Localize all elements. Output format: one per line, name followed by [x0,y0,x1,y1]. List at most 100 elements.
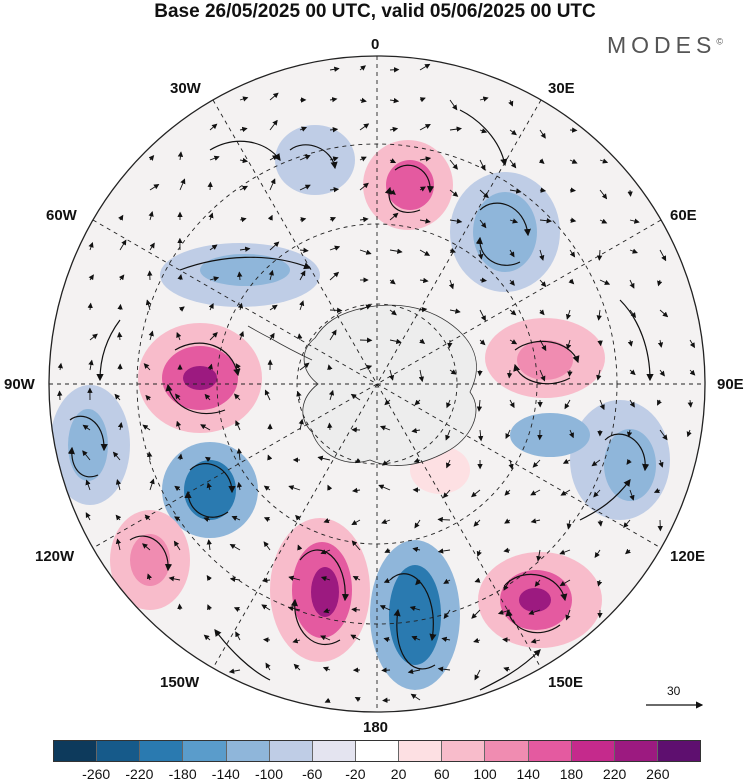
streamline [619,299,654,382]
wind-vector [263,541,271,551]
wind-vector [112,451,121,461]
wind-vector [474,669,481,681]
wind-vector [503,579,511,591]
wind-vector [411,635,421,641]
wind-vector [297,333,303,341]
wind-vector [175,393,181,401]
wind-vector [384,399,391,406]
wind-vector [288,575,301,581]
streamline [384,186,421,213]
wind-vector [269,92,279,101]
colorbar-tick-label: 180 [559,766,584,782]
wind-vector [206,482,212,491]
wind-vector [479,219,487,229]
wind-vector [411,427,421,434]
wind-vector [329,245,341,251]
wind-vector [265,662,271,671]
streamline [514,340,580,364]
colorbar-swatch [225,741,269,761]
wind-vector [599,279,611,285]
label-60w: 60W [46,207,77,224]
wind-vector [268,269,274,281]
wind-vector [657,399,662,406]
colorbar-tick-label: -260 [82,766,111,782]
wind-vector [599,218,608,224]
wind-vector [569,429,574,439]
wind-vector [320,635,331,641]
wind-vector [445,429,451,441]
wind-vector [414,519,421,529]
wind-vector [419,97,426,103]
field-anomalies [50,125,670,690]
wind-vector [143,363,151,371]
wind-vector [206,539,212,551]
streamline [96,319,121,382]
label-30e: 30E [548,80,575,97]
wind-vector [389,158,397,164]
wind-vector [209,123,218,131]
wind-vector [293,663,301,671]
wind-vector [471,609,481,619]
wind-vector [145,394,152,401]
wind-vector [626,458,632,465]
wind-vector [437,548,451,554]
wind-vector [409,605,421,612]
streamline [393,608,436,670]
anomaly-blob [183,366,217,390]
colorbar-swatch [268,741,312,761]
reference-vector-label: 30 [667,684,681,698]
wind-vector [559,579,571,587]
wind-vector [115,538,122,551]
wind-vector [204,393,211,401]
wind-vector [229,543,241,551]
wind-vector [352,487,361,494]
wind-vector [477,429,484,442]
wind-vector [659,249,667,262]
wind-vector [479,309,486,322]
streamline [479,202,531,237]
streamline [69,415,108,452]
colorbar-tick-label: 100 [473,766,497,782]
streamline [604,433,650,472]
wind-vector [505,429,511,440]
wind-vector [503,547,511,553]
wind-vector [509,218,519,224]
wind-vector [629,489,635,501]
colorbar-swatch [139,741,183,761]
streamline [504,573,568,602]
colorbar-tick-label: 20 [390,766,407,782]
wind-vector [625,548,631,555]
wind-vector [479,159,486,171]
wind-vector [415,579,421,586]
streamline [394,164,435,194]
wind-vector [528,609,541,615]
wind-vector [564,399,571,410]
wind-vector [530,518,541,524]
wind-vector [287,605,301,612]
wind-vector [204,456,211,462]
wind-vector [539,369,546,382]
wind-vector [569,249,576,258]
wind-vector [479,189,489,199]
anomaly-blob [386,160,434,210]
wind-vector [329,127,339,133]
wind-vector [262,577,271,583]
wind-vector [479,96,489,102]
wind-vector [539,249,545,261]
wind-vector [447,339,453,349]
colorbar-tick-label: -140 [211,766,240,782]
wind-vector [539,309,545,316]
anomaly-blob [510,413,590,457]
streamline [459,109,508,167]
wind-vector [567,369,573,377]
wind-vector [569,187,576,193]
wind-vector [117,303,123,311]
wind-vector [351,607,361,613]
wind-vector [323,608,331,614]
wind-vector [117,331,123,341]
colorbar-swatch [354,741,399,761]
wind-vector [629,218,640,224]
streamline [505,608,561,634]
wind-vector [239,126,248,133]
wind-vector [320,549,331,555]
